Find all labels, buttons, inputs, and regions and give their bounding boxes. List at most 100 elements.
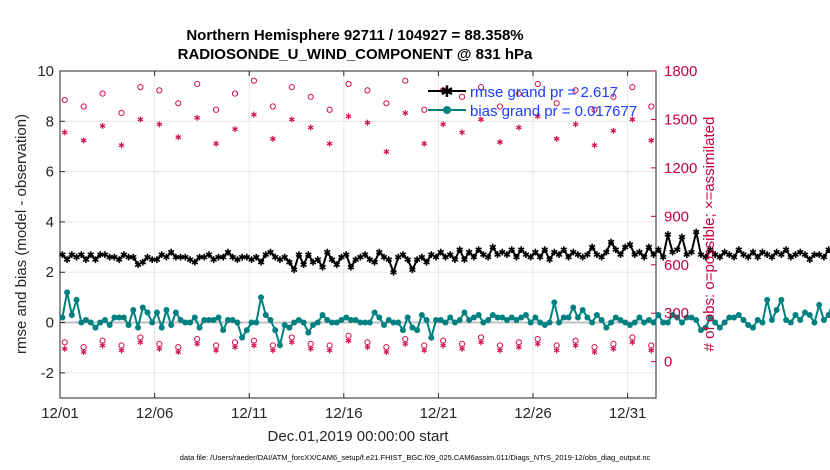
rmse-point-stroke	[243, 254, 251, 260]
obs-assimilated-stroke	[194, 115, 201, 120]
obs-possible-marker	[231, 90, 239, 97]
bias-point	[272, 327, 279, 334]
rmse-point-stroke	[475, 247, 482, 252]
rmse-point	[219, 253, 227, 261]
obs-assimilated-stroke	[515, 345, 522, 350]
bias-point	[291, 319, 298, 326]
bias-point	[366, 319, 373, 326]
bias-point	[399, 327, 406, 334]
obs-assimilated-stroke	[251, 343, 257, 348]
bias-point	[522, 311, 529, 318]
rmse-point	[517, 246, 525, 253]
obs-assimilated-marker	[515, 124, 522, 131]
rmse-point-stroke	[697, 252, 705, 258]
bias-point	[376, 314, 383, 321]
rmse-point-stroke	[692, 229, 700, 235]
obs-assimilated-marker	[364, 344, 371, 351]
obs-assimilated-marker	[572, 121, 579, 128]
rmse-point-stroke	[418, 254, 426, 260]
rmse-point-stroke	[347, 264, 355, 270]
obs-assimilated-marker	[459, 345, 465, 352]
obs-assimilated-marker	[232, 126, 238, 133]
obs-assimilated-marker	[156, 345, 163, 352]
rmse-point	[555, 251, 563, 259]
obs-assimilated-stroke	[591, 349, 598, 354]
rmse-point-stroke	[404, 257, 412, 263]
bias-point	[480, 319, 487, 326]
bias-point	[97, 319, 104, 326]
bias-point	[220, 327, 227, 334]
bias-point	[423, 317, 430, 324]
obs-assimilated-marker	[572, 342, 579, 349]
y-axis-right-label: # of obs: o=possible; ×=assimilated	[701, 117, 718, 352]
rmse-point-stroke	[820, 254, 828, 260]
rmse-point	[598, 253, 605, 261]
obs-assimilated-marker	[629, 116, 636, 123]
y-left-tick-label: 0	[46, 315, 54, 332]
rmse-point-stroke	[290, 267, 298, 273]
bias-point	[546, 319, 553, 326]
obs-assimilated-marker	[421, 347, 428, 354]
obs-assimilated-stroke	[80, 138, 87, 143]
rmse-point	[659, 253, 667, 261]
rmse-point-stroke	[153, 257, 161, 263]
x-tick-label: 12/06	[136, 405, 174, 422]
obs-assimilated-stroke	[194, 341, 201, 346]
rmse-point	[300, 261, 307, 269]
obs-assimilated-stroke	[175, 135, 182, 140]
rmse-point-stroke	[522, 252, 530, 258]
bias-point	[352, 317, 359, 324]
bias-point	[560, 314, 567, 321]
obs-assimilated-stroke	[591, 143, 598, 148]
bias-point	[187, 319, 194, 326]
rmse-point	[655, 246, 662, 253]
y-left-tick-label: 2	[46, 264, 54, 281]
bias-point	[589, 319, 596, 326]
bias-point	[276, 342, 283, 349]
bias-point	[111, 314, 118, 321]
rmse-point-stroke	[777, 252, 785, 258]
rmse-point-stroke	[191, 259, 199, 265]
rmse-point-stroke	[63, 257, 71, 263]
bias-point	[470, 314, 477, 321]
obs-assimilated-marker	[553, 347, 560, 354]
bias-point	[414, 327, 421, 334]
rmse-point-stroke	[650, 252, 657, 258]
obs-assimilated-stroke	[345, 338, 352, 343]
rmse-point-stroke	[375, 249, 383, 255]
rmse-point-stroke	[569, 249, 577, 255]
rmse-point-stroke	[725, 252, 733, 258]
bias-point	[258, 294, 265, 301]
rmse-point-stroke	[730, 254, 738, 260]
bias-point	[286, 324, 293, 331]
rmse-point	[371, 258, 378, 266]
obs-assimilated-marker	[175, 348, 182, 355]
y-axis-right-ticks: 0 300 600 900 1200 1500 1800	[651, 63, 697, 371]
obs-assimilated-marker	[269, 347, 276, 354]
y-left-tick-label: 4	[46, 214, 54, 231]
rmse-point	[63, 256, 71, 264]
bias-point	[168, 322, 175, 329]
obs-assimilated-marker	[213, 140, 220, 147]
rmse-point-stroke	[612, 247, 620, 252]
rmse-point-stroke	[456, 247, 464, 252]
y-right-tick-label: 900	[664, 208, 689, 225]
obs-assimilated-stroke	[307, 346, 314, 351]
bias-point	[574, 314, 581, 321]
bias-point	[645, 317, 652, 324]
rmse-point-stroke	[574, 252, 582, 258]
obs-assimilated-stroke	[440, 343, 447, 348]
rmse-point-stroke	[711, 252, 719, 258]
obs-possible-marker	[648, 103, 655, 110]
bias-point	[735, 311, 742, 318]
bias-point	[324, 317, 331, 324]
y-right-tick-label: 1200	[664, 160, 697, 177]
bias-point	[688, 314, 695, 321]
obs-possible-marker	[402, 77, 409, 84]
bias-point	[461, 309, 468, 316]
obs-possible-marker	[156, 87, 163, 94]
obs-assimilated-stroke	[648, 348, 655, 353]
bias-point	[305, 329, 312, 336]
y-axis-left-label: rmse and bias (model - observation)	[13, 114, 30, 354]
rmse-point-stroke	[229, 254, 237, 260]
